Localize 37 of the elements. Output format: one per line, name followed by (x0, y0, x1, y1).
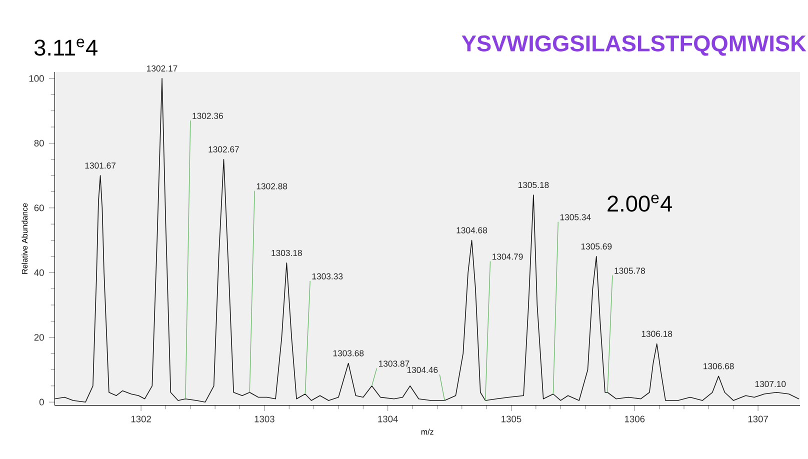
annotation: 1304.79 (492, 254, 523, 260)
x-tick-label: 1306 (624, 416, 645, 422)
annotation: 1306.18 (642, 330, 672, 338)
annotation: 1302.67 (208, 146, 239, 153)
x-tick-label: 1305 (502, 416, 522, 422)
annotation: 1306.68 (704, 363, 734, 370)
line-series (54, 78, 800, 403)
y-tick-label: 40 (34, 270, 44, 276)
y-tick-label: 80 (34, 140, 44, 147)
annotation: 1303.33 (312, 273, 343, 280)
x-axis-title: m/z (421, 428, 434, 435)
annotation: 1305.18 (518, 182, 549, 188)
annotation: 1304.46 (407, 367, 438, 374)
y-tick-label: 0 (39, 398, 44, 406)
annotation: 1304.68 (456, 227, 488, 234)
annotation: 1302.88 (256, 183, 288, 190)
x-tick-label: 1302 (131, 416, 151, 422)
x-tick-label: 1304 (378, 416, 398, 422)
annotation: 1303.18 (272, 250, 302, 256)
text: 3.11$^{e}$4 (34, 38, 98, 56)
annotation: 1302.17 (147, 66, 178, 72)
y-axis-title: Relative Abundance (22, 203, 28, 274)
y-tick-label: 100 (29, 75, 44, 82)
y-tick-label: 60 (34, 204, 44, 212)
annotation: 1305.69 (581, 244, 612, 250)
annotation: 2.00$^{e}$4 (608, 194, 672, 212)
x-tick-label: 1303 (254, 416, 274, 422)
x-tick-label: 1307 (748, 416, 768, 422)
annotation: 1301.67 (85, 162, 116, 169)
annotation: 1305.78 (614, 268, 645, 274)
annotation: 1307.10 (755, 381, 786, 388)
y-tick-label: 20 (34, 334, 44, 341)
annotation: 1303.87 (379, 360, 410, 367)
annotation: 1305.34 (560, 214, 591, 220)
annotation: 1303.68 (333, 350, 364, 356)
chart-title: YSVWIGGSILASLSTFQQMWISK (462, 36, 806, 56)
annotation: 1302.36 (192, 112, 223, 120)
